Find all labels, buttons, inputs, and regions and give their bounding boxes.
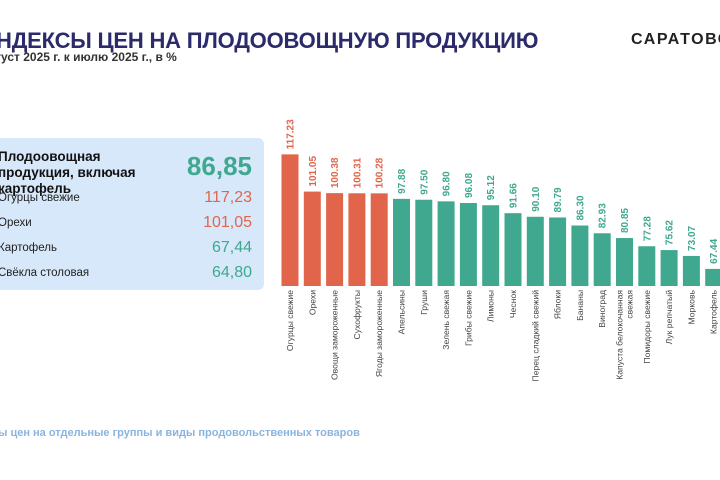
summary-row-label: Картофель [0,242,57,254]
category-label: Грибы свежие [463,290,473,346]
bar-value-label: 75.62 [665,220,676,245]
summary-main-value: 86,85 [186,151,252,181]
category-label: Перец сладкий свежий [530,290,540,382]
bar-value-label: 101.05 [308,156,319,187]
bar-value-label: 96.08 [464,173,475,198]
bar [415,199,433,286]
bar [326,193,344,286]
bar-value-label: 90.10 [531,186,542,211]
summary-main-label: Плодоовощная продукция, включая картофел… [0,149,136,196]
bar [593,233,611,286]
category-label: Огурцы свежие [285,290,295,351]
category-label: Груши [419,290,429,315]
bar-value-label: 86.30 [575,195,586,220]
category-label: Зелень свежая [441,290,451,350]
footer-caption: ы цен на отдельные группы и виды продово… [0,427,360,439]
bar-value-label: 67.44 [709,238,720,263]
bar [705,268,720,286]
category-label: Яблоки [553,290,563,319]
brand-logo-text: САРАТОВС [631,31,720,48]
category-label: Картофель [709,289,719,334]
bar [638,246,656,286]
bar [303,191,321,286]
bar-value-label: 77.28 [642,216,653,241]
category-label: Помидоры свежие [642,290,652,364]
bar-value-label: 100.28 [375,157,386,188]
category-label: Орехи [307,290,317,315]
bar [370,193,388,286]
summary-row-value: 101,05 [203,214,252,231]
summary-row: Орехи 101,05 [0,214,264,234]
category-label: Ягоды замороженные [374,290,384,377]
summary-panel: Плодоовощная продукция, включая картофел… [0,138,264,290]
summary-row-label: Свёкла столовая [0,267,90,279]
category-label: Овощи замороженные [330,290,340,380]
page-subtitle: густ 2025 г. к июлю 2025 г., в % [0,50,177,64]
bar [482,205,500,286]
bar-value-label: 91.66 [509,183,520,208]
bar [281,154,299,286]
bar-value-label: 96.80 [442,171,453,196]
category-label: Лимоны [486,290,496,322]
bar [504,213,522,286]
bar [526,216,544,286]
category-label: Сухофрукты [352,290,362,340]
bar [616,238,633,286]
bar-value-label: 80.85 [620,208,631,233]
category-label: Апельсины [397,290,407,334]
bar-value-label: 97.88 [397,168,408,193]
bar-value-label: 82.93 [598,203,609,228]
summary-row-value: 117,23 [204,189,252,206]
bar-value-label: 117.23 [286,119,297,149]
summary-row-value: 67,44 [211,239,252,256]
bar-value-label: 89.79 [553,187,564,212]
summary-row: Картофель 67,44 [0,239,264,259]
category-label: Морковь [686,289,696,324]
summary-row-label: Огурцы свежие [0,192,80,204]
summary-row-label: Орехи [0,217,32,229]
bar [682,255,700,286]
category-label: Бананы [575,290,585,321]
category-label: Капуста белокочаннаясвежая [615,290,635,380]
bar-value-label: 95.12 [486,175,497,200]
bar-value-label: 100.38 [330,157,341,188]
bar [393,198,410,286]
category-label: Чеснок [508,290,518,318]
bar [459,203,477,286]
bar [348,193,366,286]
bar [437,201,455,286]
bar-value-label: 73.07 [687,225,698,250]
bar [571,225,589,286]
category-label: Лук репчатый [664,290,674,345]
summary-row-value: 64,80 [211,264,252,281]
category-label: Виноград [597,290,607,328]
bar [660,250,678,286]
summary-row: Свёкла столовая 64,80 [0,264,264,284]
summary-row: Огурцы свежие 117,23 [0,189,264,209]
bar [549,217,567,286]
bar-value-label: 97.50 [419,169,430,194]
page-title: НДЕКСЫ ЦЕН НА ПЛОДООВОЩНУЮ ПРОДУКЦИЮ [0,28,539,53]
bar-value-label: 100.31 [352,157,363,188]
